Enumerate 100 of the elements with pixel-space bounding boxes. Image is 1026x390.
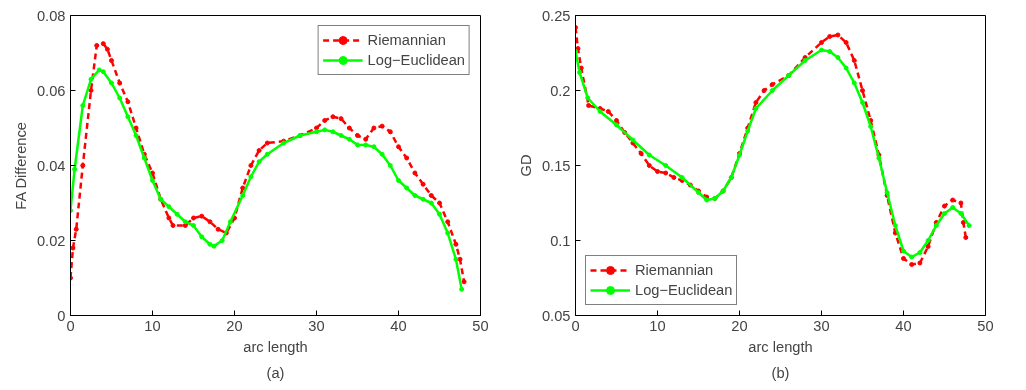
point — [346, 136, 352, 142]
y-tick-label: 0.08 — [36, 7, 66, 24]
point — [125, 114, 131, 120]
point — [182, 219, 188, 225]
x-tick-label: 30 — [308, 317, 325, 334]
point — [322, 127, 328, 133]
point — [379, 151, 385, 157]
point — [892, 230, 898, 236]
x-axis-title: arc length — [748, 338, 813, 355]
point — [191, 215, 196, 221]
point — [404, 155, 410, 161]
point — [396, 178, 401, 183]
point — [166, 215, 172, 221]
point — [80, 103, 86, 108]
legend-label: Log−Euclidean — [367, 52, 465, 68]
point — [314, 129, 319, 135]
point — [614, 122, 619, 128]
point — [437, 211, 442, 217]
point — [199, 213, 205, 219]
point — [412, 170, 418, 176]
y-tick-label: 0.05 — [541, 307, 571, 324]
point — [338, 116, 344, 122]
point — [851, 80, 857, 86]
point — [646, 163, 652, 168]
point — [663, 163, 669, 168]
point — [371, 144, 377, 150]
point — [73, 226, 79, 232]
point — [445, 230, 451, 236]
point — [769, 88, 775, 93]
point — [70, 245, 76, 251]
point — [346, 125, 352, 131]
point — [437, 200, 442, 206]
point — [363, 142, 369, 148]
point — [330, 114, 336, 120]
point — [248, 163, 254, 168]
point — [207, 219, 213, 225]
point — [72, 166, 78, 172]
point — [96, 67, 102, 73]
point — [141, 155, 147, 161]
point — [240, 185, 246, 191]
point — [88, 76, 94, 82]
point — [843, 40, 849, 45]
x-tick-label: 40 — [895, 317, 912, 334]
point — [457, 256, 463, 262]
point — [605, 109, 611, 114]
point — [133, 125, 139, 131]
point — [104, 46, 110, 52]
point — [453, 241, 459, 247]
point — [240, 193, 246, 198]
point — [314, 125, 319, 131]
x-tick-label: 10 — [649, 317, 666, 334]
text: (b) — [771, 364, 790, 381]
point — [917, 260, 923, 266]
point — [94, 43, 100, 48]
point — [428, 193, 434, 198]
point — [942, 211, 947, 216]
point — [387, 163, 393, 168]
point — [248, 174, 254, 180]
point — [133, 133, 139, 138]
point — [577, 70, 583, 75]
point — [963, 235, 969, 240]
point — [769, 82, 775, 87]
x-tick-label: 50 — [977, 317, 994, 334]
point — [379, 123, 385, 129]
point — [150, 178, 155, 183]
x-axis-title: arc length — [243, 338, 308, 355]
point — [753, 106, 759, 111]
point — [638, 151, 644, 156]
y-tick-label: 0.02 — [36, 232, 66, 249]
point — [420, 196, 426, 202]
point — [215, 226, 221, 232]
point — [219, 238, 225, 243]
point — [420, 181, 426, 187]
point — [445, 219, 451, 225]
point — [404, 185, 410, 191]
point — [387, 129, 393, 135]
point — [170, 223, 176, 228]
point — [585, 95, 591, 101]
y-axis-title: FA Difference — [12, 122, 29, 210]
point — [264, 151, 270, 157]
legend-label: Riemannian — [635, 262, 714, 278]
point — [207, 241, 213, 247]
point — [614, 118, 619, 123]
point — [655, 169, 660, 174]
point — [330, 129, 336, 135]
x-tick-label: 40 — [390, 317, 407, 334]
y-tick-label: 0.25 — [541, 7, 571, 24]
point — [459, 286, 465, 292]
text: (a) — [266, 364, 285, 381]
point — [901, 256, 906, 261]
point — [166, 204, 172, 210]
point — [663, 170, 669, 176]
point — [88, 88, 94, 93]
point — [835, 55, 841, 60]
point — [925, 238, 931, 243]
point — [453, 256, 459, 262]
y-tick-label: 0.06 — [36, 82, 66, 99]
point — [461, 279, 467, 285]
point — [761, 88, 767, 93]
point — [191, 223, 196, 228]
